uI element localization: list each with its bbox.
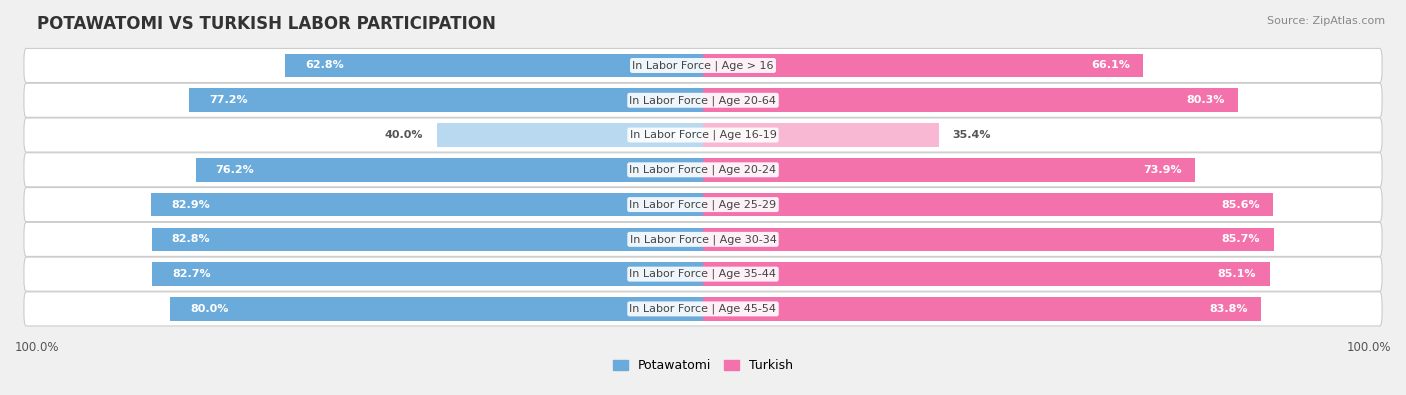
Bar <box>703 88 1237 112</box>
Text: In Labor Force | Age 20-64: In Labor Force | Age 20-64 <box>630 95 776 105</box>
Text: In Labor Force | Age > 16: In Labor Force | Age > 16 <box>633 60 773 71</box>
Text: Source: ZipAtlas.com: Source: ZipAtlas.com <box>1267 16 1385 26</box>
Bar <box>437 123 703 147</box>
Text: In Labor Force | Age 30-34: In Labor Force | Age 30-34 <box>630 234 776 245</box>
Text: 85.1%: 85.1% <box>1218 269 1256 279</box>
Bar <box>703 262 1270 286</box>
Text: In Labor Force | Age 25-29: In Labor Force | Age 25-29 <box>630 199 776 210</box>
Bar <box>703 54 1143 77</box>
Bar <box>285 54 703 77</box>
Bar <box>150 193 703 216</box>
FancyBboxPatch shape <box>24 292 1382 326</box>
Text: 85.6%: 85.6% <box>1220 199 1260 210</box>
Bar <box>152 262 703 286</box>
Text: 80.0%: 80.0% <box>190 304 229 314</box>
FancyBboxPatch shape <box>24 257 1382 291</box>
FancyBboxPatch shape <box>24 222 1382 256</box>
Bar <box>703 123 939 147</box>
Bar <box>703 193 1272 216</box>
FancyBboxPatch shape <box>24 118 1382 152</box>
Legend: Potawatomi, Turkish: Potawatomi, Turkish <box>607 354 799 377</box>
Text: 82.7%: 82.7% <box>173 269 211 279</box>
Text: 62.8%: 62.8% <box>305 60 343 70</box>
Bar <box>188 88 703 112</box>
Text: 83.8%: 83.8% <box>1209 304 1247 314</box>
Bar <box>703 228 1274 251</box>
Bar <box>195 158 703 182</box>
Text: In Labor Force | Age 16-19: In Labor Force | Age 16-19 <box>630 130 776 140</box>
FancyBboxPatch shape <box>24 153 1382 187</box>
Text: 40.0%: 40.0% <box>385 130 423 140</box>
Text: In Labor Force | Age 45-54: In Labor Force | Age 45-54 <box>630 304 776 314</box>
Text: POTAWATOMI VS TURKISH LABOR PARTICIPATION: POTAWATOMI VS TURKISH LABOR PARTICIPATIO… <box>37 15 496 33</box>
Text: 82.8%: 82.8% <box>172 234 211 245</box>
Text: 66.1%: 66.1% <box>1091 60 1130 70</box>
FancyBboxPatch shape <box>24 49 1382 83</box>
Text: 77.2%: 77.2% <box>209 95 247 105</box>
FancyBboxPatch shape <box>24 83 1382 117</box>
Bar <box>170 297 703 321</box>
Bar <box>703 158 1195 182</box>
Text: In Labor Force | Age 20-24: In Labor Force | Age 20-24 <box>630 165 776 175</box>
Text: 82.9%: 82.9% <box>172 199 209 210</box>
FancyBboxPatch shape <box>24 188 1382 222</box>
Text: In Labor Force | Age 35-44: In Labor Force | Age 35-44 <box>630 269 776 279</box>
Text: 35.4%: 35.4% <box>952 130 990 140</box>
Text: 85.7%: 85.7% <box>1222 234 1260 245</box>
Text: 76.2%: 76.2% <box>215 165 254 175</box>
Text: 80.3%: 80.3% <box>1185 95 1225 105</box>
Bar <box>152 228 703 251</box>
Text: 73.9%: 73.9% <box>1143 165 1181 175</box>
Bar <box>703 297 1261 321</box>
